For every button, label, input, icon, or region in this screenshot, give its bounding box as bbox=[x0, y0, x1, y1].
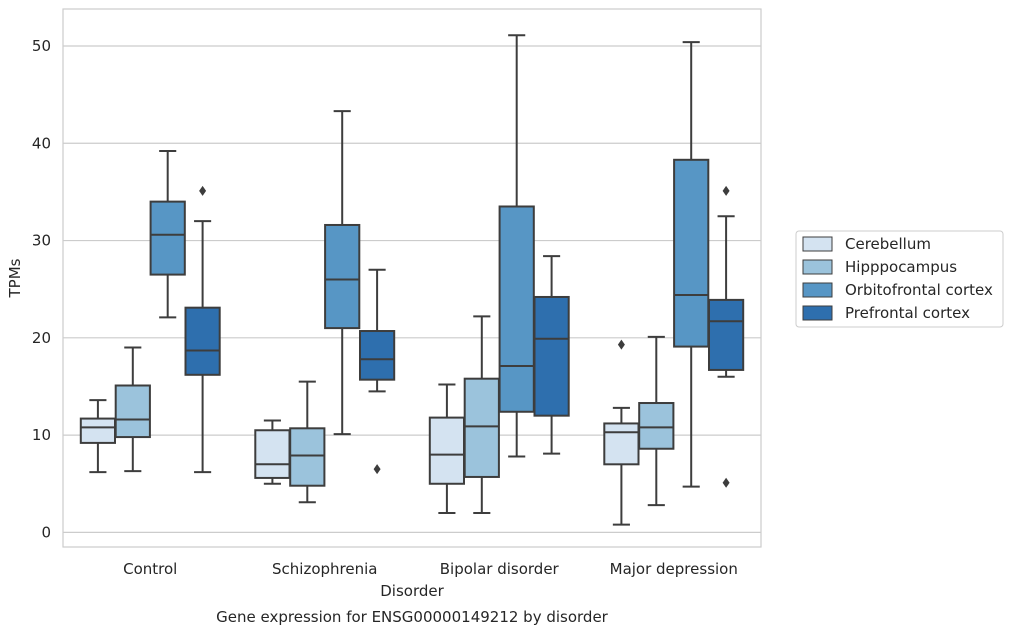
legend-swatch bbox=[802, 282, 833, 298]
x-tick-label: Schizophrenia bbox=[272, 560, 377, 578]
box-prefrontal-cortex-bipolar-disorder bbox=[533, 255, 570, 455]
box-hipppocampus-major-depression bbox=[638, 335, 675, 507]
box-hipppocampus-schizophrenia bbox=[289, 380, 326, 504]
outlier-marker bbox=[199, 185, 207, 196]
box-hipppocampus-bipolar-disorder bbox=[463, 315, 500, 514]
legend-label: Prefrontal cortex bbox=[845, 304, 970, 322]
y-axis-label: TPMs bbox=[6, 258, 24, 298]
plot-frame bbox=[62, 8, 762, 548]
outlier-marker bbox=[722, 185, 730, 196]
box-body bbox=[149, 200, 186, 276]
x-tick-label: Bipolar disorder bbox=[440, 560, 560, 578]
boxes-layer bbox=[79, 34, 745, 526]
y-tick-label: 40 bbox=[32, 134, 51, 152]
outlier-marker bbox=[373, 464, 381, 475]
legend-label: Cerebellum bbox=[845, 235, 931, 253]
y-tick-label: 20 bbox=[32, 329, 51, 347]
box-prefrontal-cortex-schizophrenia bbox=[358, 268, 396, 475]
box-prefrontal-cortex-control bbox=[184, 185, 221, 474]
box-body bbox=[638, 402, 675, 450]
box-cerebellum-major-depression bbox=[603, 339, 640, 526]
outlier-marker bbox=[722, 477, 730, 488]
box-body bbox=[673, 158, 710, 348]
box-body bbox=[184, 306, 221, 376]
box-body bbox=[603, 422, 640, 466]
box-body bbox=[533, 295, 570, 417]
legend-swatch bbox=[802, 259, 833, 275]
x-axis-label: Disorder bbox=[380, 582, 444, 600]
box-cerebellum-control bbox=[79, 399, 117, 474]
x-tick-label: Control bbox=[123, 560, 177, 578]
box-body bbox=[254, 429, 291, 479]
y-tick-label: 10 bbox=[32, 426, 51, 444]
box-hipppocampus-control bbox=[114, 346, 151, 473]
box-body bbox=[707, 298, 745, 371]
box-body bbox=[114, 384, 151, 439]
legend-swatch bbox=[802, 236, 833, 252]
box-cerebellum-schizophrenia bbox=[254, 419, 291, 485]
legend-swatch bbox=[802, 305, 833, 321]
box-orbitofrontal-cortex-control bbox=[149, 150, 186, 319]
tick-labels: 0 10 20 30 40 50 Control Schizophrenia Bipolar d… bbox=[32, 37, 738, 578]
box-body bbox=[498, 205, 535, 413]
legend-label: Hipppocampus bbox=[845, 258, 957, 276]
legend: Cerebellum Hipppocampus Orbitofrontal cort… bbox=[795, 230, 1004, 328]
x-tick-label: Major depression bbox=[610, 560, 738, 578]
box-body bbox=[463, 377, 500, 478]
chart-caption: Gene expression for ENSG00000149212 by d… bbox=[216, 608, 609, 626]
legend-frame bbox=[795, 230, 1004, 328]
y-tick-label: 50 bbox=[32, 37, 51, 55]
box-body bbox=[428, 416, 466, 485]
box-prefrontal-cortex-major-depression bbox=[707, 185, 745, 488]
box-body bbox=[358, 330, 396, 381]
box-body bbox=[79, 417, 117, 444]
y-tick-label: 0 bbox=[41, 523, 51, 541]
box-orbitofrontal-cortex-bipolar-disorder bbox=[498, 34, 535, 458]
box-cerebellum-bipolar-disorder bbox=[428, 383, 466, 514]
box-body bbox=[289, 427, 326, 487]
y-tick-label: 30 bbox=[32, 232, 51, 250]
outlier-marker bbox=[617, 339, 625, 350]
box-orbitofrontal-cortex-major-depression bbox=[673, 41, 710, 488]
legend-label: Orbitofrontal cortex bbox=[845, 281, 993, 299]
box-body bbox=[324, 223, 361, 330]
box-orbitofrontal-cortex-schizophrenia bbox=[324, 110, 361, 436]
